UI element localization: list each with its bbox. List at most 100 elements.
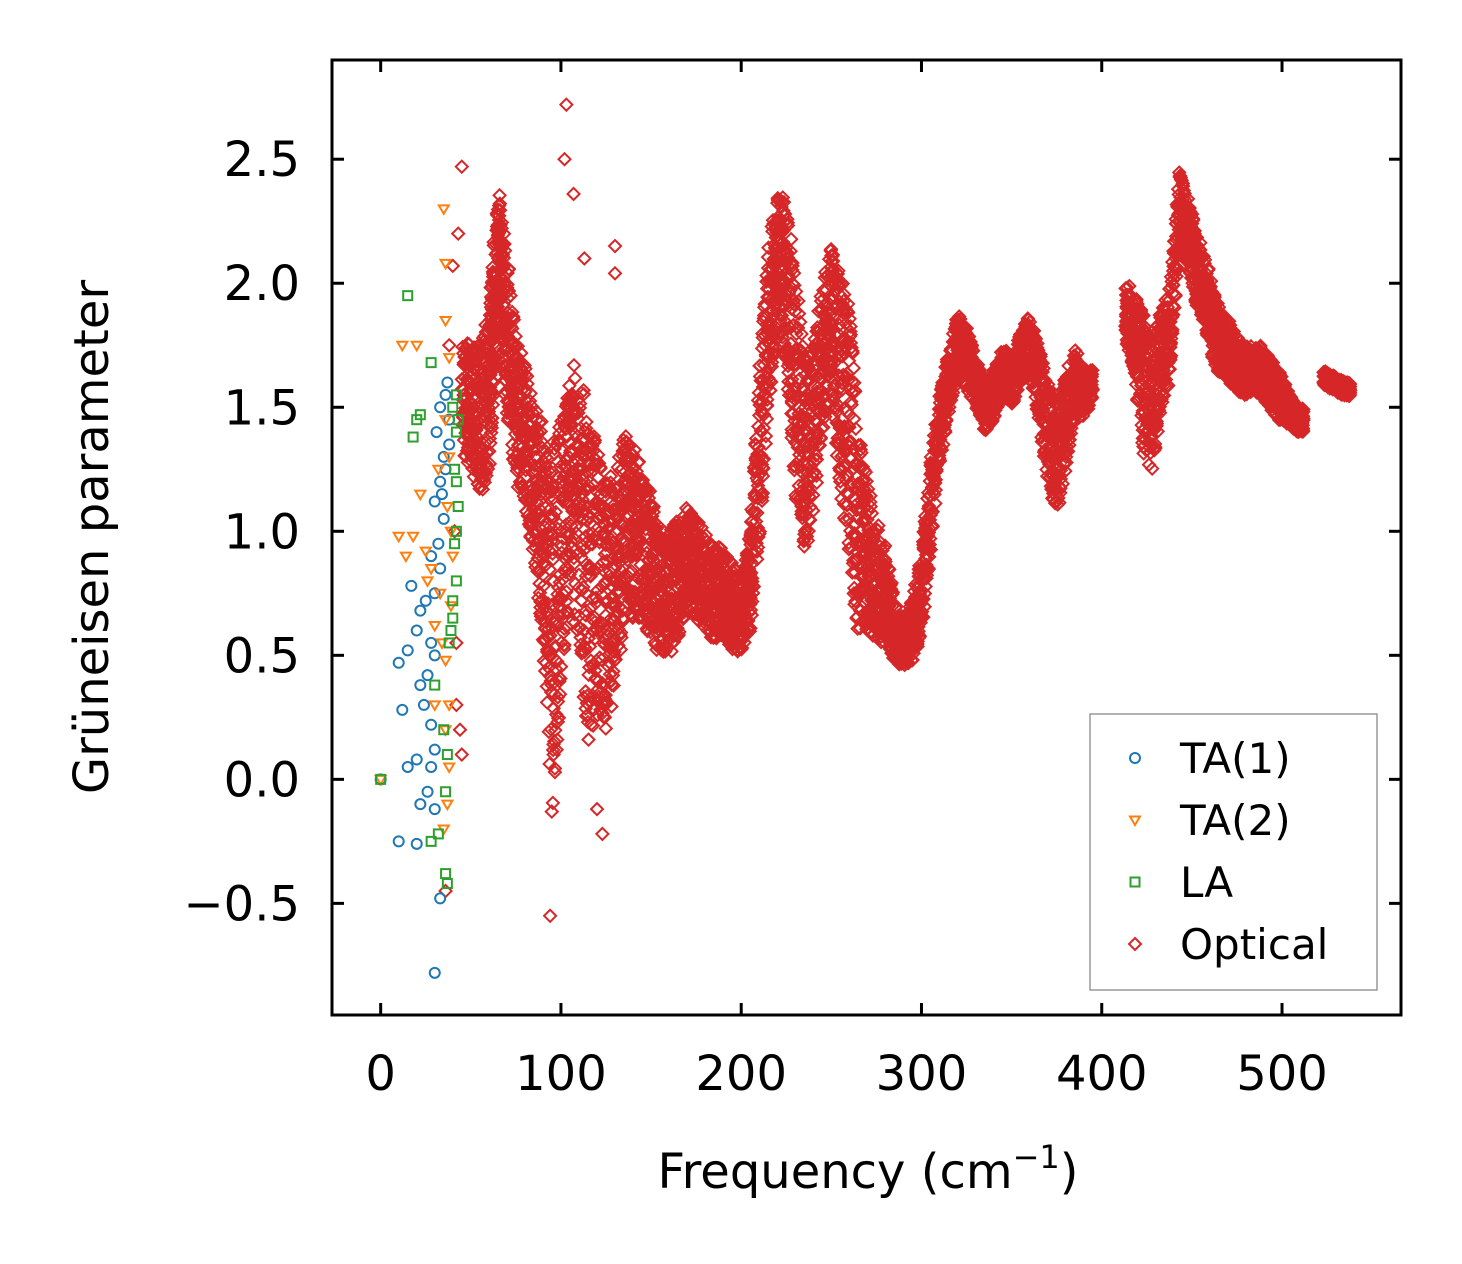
optical-point xyxy=(917,586,933,601)
optical-point xyxy=(599,508,615,523)
optical-point xyxy=(550,714,566,730)
optical-point xyxy=(795,338,810,354)
optical-point xyxy=(604,677,620,693)
optical-point xyxy=(545,650,561,665)
optical-point xyxy=(563,409,579,425)
optical-point xyxy=(482,431,498,446)
optical-point xyxy=(483,390,498,406)
optical-point xyxy=(796,533,812,549)
optical-point xyxy=(1023,323,1039,339)
optical-point xyxy=(749,470,765,486)
optical-point xyxy=(510,479,526,495)
optical-point xyxy=(567,370,583,386)
optical-point xyxy=(758,436,774,452)
optical-point xyxy=(870,582,886,597)
optical-point xyxy=(545,742,561,758)
optical-point xyxy=(853,461,869,477)
optical-point xyxy=(952,311,968,327)
optical-point xyxy=(875,550,891,565)
optical-point xyxy=(790,430,806,446)
optical-point xyxy=(537,595,552,611)
optical-point xyxy=(599,553,615,569)
optical-point xyxy=(756,407,772,422)
optical-point xyxy=(647,519,662,534)
optical-point xyxy=(790,351,806,367)
optical-point xyxy=(779,211,795,227)
optical-point xyxy=(499,316,515,332)
optical-point xyxy=(627,543,643,559)
optical-point xyxy=(473,478,488,494)
optical-point xyxy=(518,503,534,519)
optical-point xyxy=(843,478,858,493)
optical-point xyxy=(509,349,525,365)
optical-point xyxy=(534,444,550,459)
optical-point xyxy=(484,410,500,426)
optical-point xyxy=(914,604,930,620)
optical-point xyxy=(566,357,582,373)
optical-point xyxy=(554,538,570,554)
optical-point xyxy=(545,525,560,541)
optical-point xyxy=(485,375,501,391)
optical-point xyxy=(618,509,634,525)
optical-point xyxy=(796,383,812,399)
optical-point xyxy=(682,513,698,529)
optical-point xyxy=(771,299,787,315)
optical-point xyxy=(888,598,904,614)
optical-point xyxy=(492,196,508,212)
optical-point xyxy=(1051,495,1067,511)
optical-point xyxy=(749,505,765,521)
optical-point xyxy=(497,236,512,252)
optical-point xyxy=(801,523,817,539)
optical-point xyxy=(809,475,825,491)
optical-point xyxy=(923,501,939,517)
optical-point xyxy=(519,445,534,461)
optical-point xyxy=(645,613,661,628)
optical-point xyxy=(854,483,870,499)
optical-point xyxy=(848,421,864,437)
optical-point xyxy=(775,322,791,338)
optical-point xyxy=(591,615,606,631)
optical-point xyxy=(524,508,540,524)
optical-point xyxy=(770,234,786,250)
optical-point xyxy=(826,266,842,282)
optical-point xyxy=(558,421,574,437)
optical-point xyxy=(602,520,617,536)
optical-point xyxy=(526,523,542,539)
optical-point xyxy=(565,455,581,470)
optical-point xyxy=(610,523,626,539)
optical-point xyxy=(602,666,618,682)
optical-point xyxy=(790,320,806,336)
optical-point xyxy=(936,416,952,432)
optical-point xyxy=(517,392,533,408)
optical-point xyxy=(925,519,941,534)
optical-point xyxy=(932,453,948,469)
optical-point xyxy=(544,804,560,819)
optical-point xyxy=(630,544,646,559)
optical-point xyxy=(969,368,985,384)
optical-point xyxy=(675,611,691,627)
optical-point xyxy=(575,486,591,502)
optical-point xyxy=(869,549,885,565)
optical-point xyxy=(919,527,934,543)
optical-point xyxy=(697,604,713,620)
optical-point xyxy=(627,460,642,476)
optical-point xyxy=(1052,485,1068,501)
optical-point xyxy=(531,507,546,522)
optical-point xyxy=(545,509,561,525)
optical-point xyxy=(799,422,815,438)
optical-point xyxy=(484,415,500,431)
optical-point xyxy=(628,468,644,484)
optical-point xyxy=(533,487,549,502)
optical-point xyxy=(608,652,624,667)
optical-point xyxy=(1024,339,1040,355)
optical-point xyxy=(590,681,606,697)
optical-point xyxy=(1040,377,1056,392)
optical-point xyxy=(978,422,994,438)
optical-point xyxy=(636,484,652,499)
optical-point xyxy=(1043,478,1059,494)
optical-point xyxy=(801,360,817,376)
optical-point xyxy=(548,504,564,520)
optical-point xyxy=(943,390,958,406)
optical-point xyxy=(599,536,615,552)
optical-point xyxy=(572,620,588,636)
